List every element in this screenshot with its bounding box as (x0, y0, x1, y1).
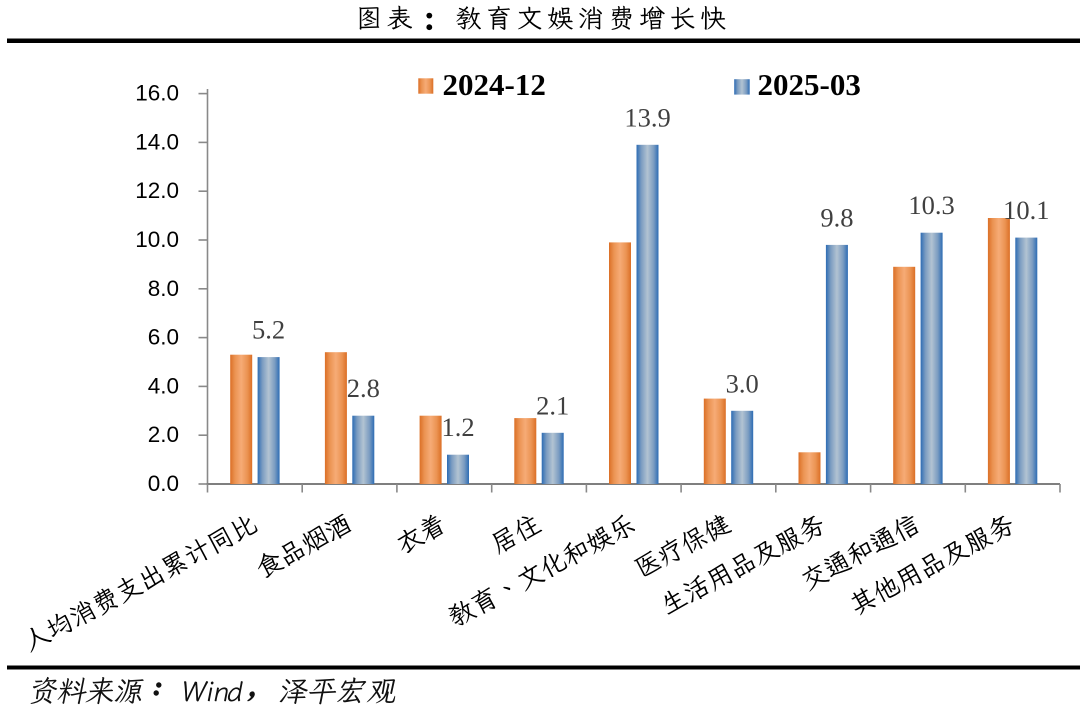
svg-text:10.3: 10.3 (908, 190, 954, 220)
svg-text:10.0: 10.0 (135, 227, 179, 252)
svg-text:12.0: 12.0 (135, 178, 179, 203)
svg-text:2024-12: 2024-12 (443, 67, 546, 102)
svg-text:10.1: 10.1 (1003, 195, 1049, 225)
svg-text:2025-03: 2025-03 (758, 67, 861, 102)
svg-text:4.0: 4.0 (148, 373, 179, 398)
svg-text:9.8: 9.8 (820, 202, 853, 232)
svg-text:3.0: 3.0 (726, 368, 759, 398)
svg-text:0.0: 0.0 (148, 471, 179, 496)
svg-text:2.0: 2.0 (148, 422, 179, 447)
svg-text:5.2: 5.2 (252, 315, 285, 345)
svg-text:13.9: 13.9 (624, 102, 670, 132)
svg-text:14.0: 14.0 (135, 129, 179, 154)
svg-text:16.0: 16.0 (135, 81, 179, 106)
svg-text:8.0: 8.0 (148, 276, 179, 301)
svg-text:2.8: 2.8 (347, 373, 380, 403)
svg-text:1.2: 1.2 (441, 412, 474, 442)
svg-text:6.0: 6.0 (148, 325, 179, 350)
svg-text:2.1: 2.1 (536, 390, 569, 420)
